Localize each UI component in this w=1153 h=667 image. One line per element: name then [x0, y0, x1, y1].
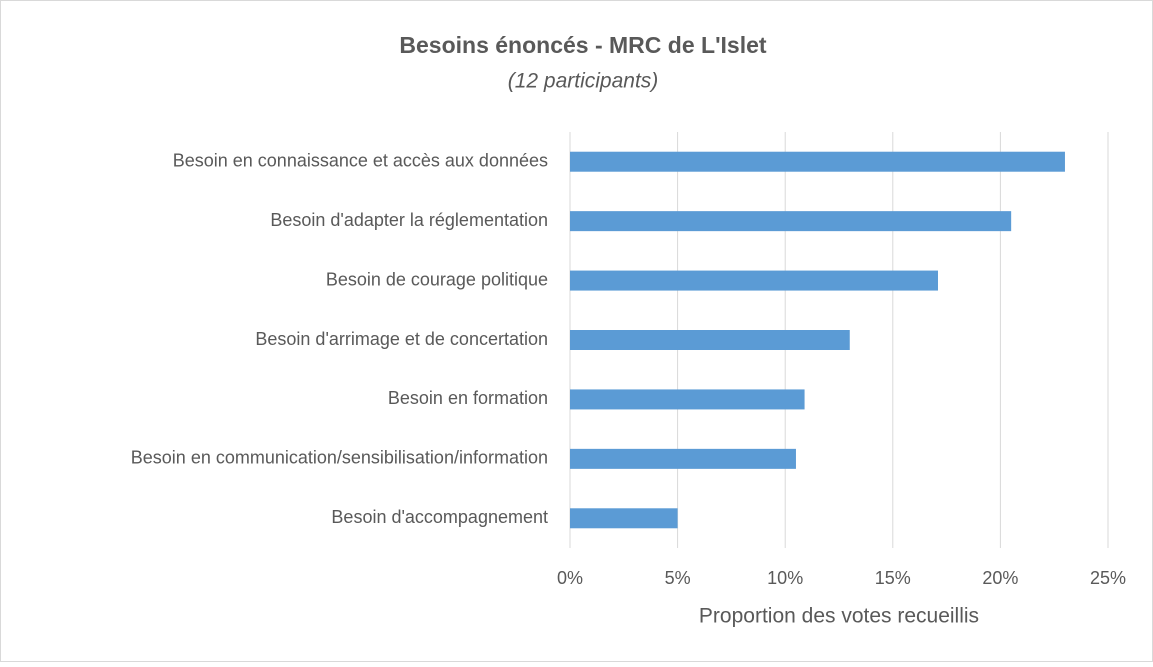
y-tick-label: Besoin en communication/sensibilisation/…: [131, 448, 548, 468]
bar: [570, 389, 805, 410]
chart-subtitle: (12 participants): [508, 70, 659, 93]
x-tick-label: 15%: [875, 568, 911, 588]
bar: [570, 330, 850, 350]
x-tick-label: 10%: [767, 568, 803, 588]
bar: [570, 151, 1065, 172]
y-tick-label: Besoin d'adapter la réglementation: [270, 210, 548, 230]
y-tick-label: Besoin de courage politique: [326, 269, 548, 289]
y-tick-label: Besoin en connaissance et accès aux donn…: [173, 150, 548, 170]
x-tick-label: 0%: [557, 568, 583, 588]
bar: [570, 211, 1012, 232]
bar: [570, 270, 938, 291]
bar: [570, 508, 678, 529]
y-tick-label: Besoin en formation: [388, 388, 548, 408]
x-axis-label: Proportion des votes recueillis: [699, 605, 979, 628]
y-tick-label: Besoin d'accompagnement: [331, 507, 548, 527]
x-tick-label: 25%: [1090, 568, 1126, 588]
x-tick-label: 20%: [982, 568, 1018, 588]
bar: [570, 448, 796, 469]
y-tick-label: Besoin d'arrimage et de concertation: [255, 329, 548, 349]
x-tick-label: 5%: [665, 568, 691, 588]
chart-title: Besoins énoncés - MRC de L'Islet: [399, 32, 766, 58]
